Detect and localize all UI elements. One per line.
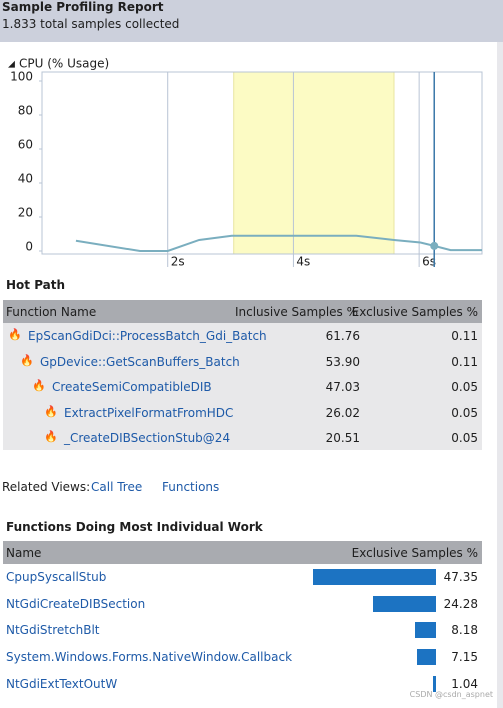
collapse-icon[interactable]: ◢ (8, 60, 15, 70)
cursor-dot (430, 241, 439, 250)
exclusive-value: 0.11 (451, 354, 478, 369)
table-body (3, 323, 482, 450)
section-title: Functions Doing Most Individual Work (6, 520, 263, 534)
title: Sample Profiling Report (2, 0, 164, 14)
bar (414, 622, 436, 639)
scrollbar[interactable] (497, 42, 503, 708)
header (0, 0, 503, 42)
flame-icon: 🔥 (44, 404, 58, 418)
exclusive-value: 0.11 (451, 329, 478, 343)
column-header: Function Name (6, 305, 97, 319)
bar (417, 649, 436, 666)
column-header: Exclusive Samples % (351, 305, 478, 319)
y-tick-label: 20 (18, 206, 33, 220)
column-header: Inclusive Samples % (234, 305, 358, 319)
y-tick-label: 0 (25, 240, 33, 254)
column-header: Name (6, 546, 42, 560)
value: 24.28 (443, 596, 478, 611)
related-label: Related Views: (2, 480, 91, 494)
value: 7.15 (451, 650, 478, 665)
bar (313, 569, 436, 585)
value: 47.35 (443, 570, 478, 584)
chart-title: CPU (% Usage) (19, 57, 109, 71)
inclusive-value: 53.90 (325, 354, 360, 369)
table-header (3, 541, 482, 564)
function-link[interactable]: NtGdiExtTextOutW (6, 676, 118, 691)
function-link[interactable]: NtGdiCreateDIBSection (6, 596, 146, 611)
y-tick-label: 100 (10, 70, 33, 84)
x-tick-label: 4s (296, 255, 310, 269)
inclusive-value: 61.76 (325, 329, 360, 343)
flame-icon: 🔥 (8, 328, 22, 341)
function-link[interactable]: EpScanGdiDci::ProcessBatch_Gdi_Batch (28, 329, 267, 343)
exclusive-value: 0.05 (451, 380, 478, 394)
function-link[interactable]: CpupSyscallStub (6, 570, 107, 584)
link[interactable]: Functions (162, 480, 220, 494)
y-tick-label: 60 (18, 138, 33, 152)
column-header: Exclusive Samples % (351, 546, 478, 560)
cpu-chart: ◢ CPU (% Usage) 0 20 40 60 80 100 2s 4s 6s (8, 57, 483, 269)
function-link[interactable]: GpDevice::GetScanBuffers_Batch (40, 354, 240, 369)
value: 1.04 (451, 676, 478, 691)
section-title: Hot Path (6, 278, 66, 292)
link[interactable]: Call Tree (91, 480, 143, 494)
subtitle: 1.833 total samples collected (2, 17, 180, 31)
flame-icon: 🔥 (20, 353, 34, 367)
bar (372, 595, 436, 612)
inclusive-value: 20.51 (325, 431, 360, 445)
function-link[interactable]: ExtractPixelFormatFromHDC (64, 405, 234, 420)
y-tick-label: 40 (18, 172, 33, 186)
exclusive-value: 0.05 (451, 405, 478, 420)
cpu-line (75, 234, 482, 252)
function-link[interactable]: System.Windows.Forms.NativeWindow.Callba… (6, 650, 293, 665)
y-tick-label: 80 (18, 104, 33, 118)
function-link[interactable]: CreateSemiCompatibleDIB (52, 380, 212, 394)
plot-frame (41, 71, 483, 255)
watermark: CSDN @csdn_aspnet (409, 690, 493, 699)
function-link[interactable]: NtGdiStretchBlt (6, 623, 100, 638)
inclusive-value: 26.02 (325, 405, 360, 420)
flame-icon: 🔥 (32, 379, 46, 392)
function-link[interactable]: _CreateDIBSectionStub@24 (64, 431, 231, 445)
inclusive-value: 47.03 (325, 380, 360, 394)
flame-icon: 🔥 (44, 430, 58, 443)
x-tick-label: 6s (422, 255, 436, 269)
bar (433, 675, 436, 692)
selection (233, 71, 395, 255)
table-header (3, 300, 482, 323)
x-tick-label: 2s (171, 255, 185, 269)
exclusive-value: 0.05 (451, 431, 478, 445)
value: 8.18 (451, 623, 478, 638)
